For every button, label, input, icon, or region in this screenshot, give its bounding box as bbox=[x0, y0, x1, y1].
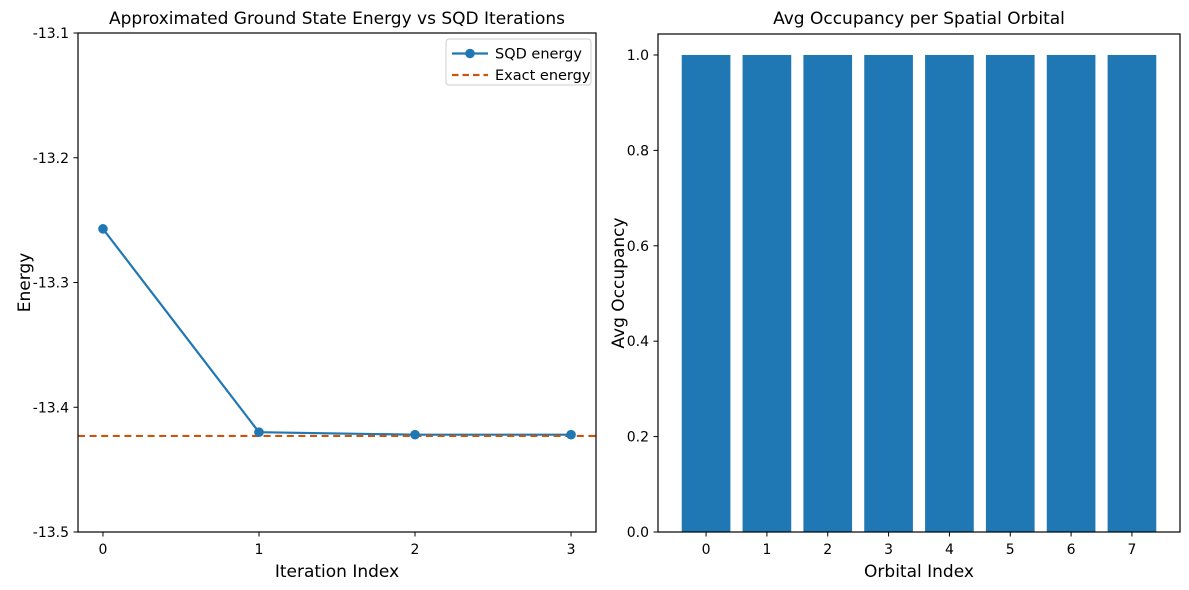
occupancy-bar-1 bbox=[742, 54, 792, 533]
x-tick-label: 0 bbox=[99, 542, 108, 558]
legend: SQD energy Exact energy bbox=[445, 38, 592, 86]
x-tick-label: 7 bbox=[1127, 542, 1136, 558]
y-tick-label: 1.0 bbox=[627, 48, 649, 64]
occupancy-bar-6 bbox=[1046, 54, 1096, 533]
x-axis-label: Orbital Index bbox=[864, 562, 974, 582]
axes-spines bbox=[657, 33, 1181, 533]
legend-sqd-marker-icon bbox=[465, 48, 475, 59]
chart-title: Approximated Ground State Energy vs SQD … bbox=[109, 9, 565, 29]
y-tick-label: -13.2 bbox=[33, 151, 69, 167]
sqd-energy-marker bbox=[98, 224, 108, 234]
x-tick-label: 6 bbox=[1067, 542, 1076, 558]
occupancy-bar-3 bbox=[864, 54, 913, 533]
occupancy-bar-0 bbox=[681, 54, 731, 533]
legend-label-exact-energy: Exact energy bbox=[495, 68, 591, 84]
legend-label-sqd-energy: SQD energy bbox=[495, 47, 582, 63]
occupancy-bar-4 bbox=[925, 54, 974, 533]
y-tick-label: -13.1 bbox=[33, 26, 69, 42]
legend-frame bbox=[445, 38, 592, 86]
y-tick-label: 0.8 bbox=[627, 143, 649, 159]
y-axis-label: Avg Occupancy bbox=[609, 217, 629, 348]
x-tick-label: 2 bbox=[823, 542, 832, 558]
y-axis-label: Energy bbox=[15, 253, 35, 313]
axes-spines bbox=[77, 32, 597, 533]
sqd-energy-line bbox=[101, 227, 573, 436]
y-tick-label: -13.3 bbox=[33, 276, 69, 292]
x-axis-label: Iteration Index bbox=[275, 562, 399, 582]
chart-title: Avg Occupancy per Spatial Orbital bbox=[773, 9, 1065, 29]
sqd-energy-marker bbox=[254, 427, 264, 438]
energy-line-chart: -13.1 -13.2 -13.3 -13.4 -13.5 0 1 2 3 Approximate… bbox=[15, 9, 597, 582]
sqd-energy-marker bbox=[410, 429, 420, 440]
x-tick-label: 3 bbox=[567, 542, 576, 558]
y-tick-label: 0.4 bbox=[627, 334, 649, 350]
x-tick-label: 3 bbox=[884, 542, 893, 558]
x-tick-label: 1 bbox=[255, 542, 264, 558]
x-tick-label: 2 bbox=[411, 542, 420, 558]
x-tick-label: 1 bbox=[762, 542, 771, 558]
y-tick-label: 0.0 bbox=[627, 525, 649, 541]
sqd-energy-marker bbox=[566, 429, 576, 440]
x-tick-label: 0 bbox=[702, 542, 711, 558]
occupancy-bar-5 bbox=[985, 54, 1035, 533]
y-tick-label: 0.2 bbox=[627, 430, 649, 446]
x-tick-label: 4 bbox=[945, 542, 954, 558]
x-tick-label: 5 bbox=[1006, 542, 1015, 558]
y-tick-label: -13.5 bbox=[33, 525, 69, 541]
occupancy-bar-2 bbox=[803, 54, 853, 533]
occupancy-bar-chart: 0.0 0.2 0.4 0.6 0.8 1.0 0 1 2 3 4 5 6 7 Avg Occupancy … bbox=[609, 9, 1181, 582]
y-tick-label: -13.4 bbox=[33, 400, 69, 416]
y-tick-label: 0.6 bbox=[627, 239, 649, 255]
occupancy-bar-7 bbox=[1107, 54, 1157, 533]
